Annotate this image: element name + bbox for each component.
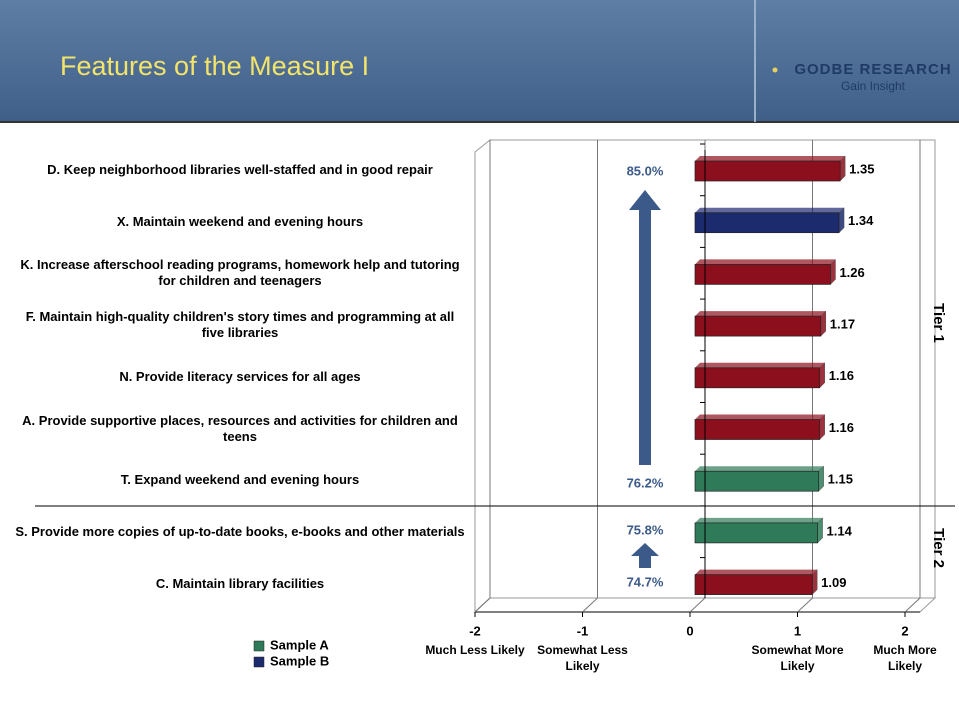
value-label: 1.14 xyxy=(827,523,853,538)
annotation: 74.7% xyxy=(627,574,664,589)
value-label: 1.34 xyxy=(848,213,874,228)
bar-top xyxy=(695,414,825,420)
category-label: S. Provide more copies of up-to-date boo… xyxy=(15,523,465,539)
bar xyxy=(694,470,819,492)
floor xyxy=(473,597,937,613)
bar-top xyxy=(695,517,823,523)
x-tick-description: Much Less Likely xyxy=(425,643,525,657)
category-label: F. Maintain high-quality children's stor… xyxy=(25,309,455,341)
bar-top xyxy=(695,207,845,213)
annotation: 85.0% xyxy=(627,163,664,178)
tier-label: Tier 1 xyxy=(930,303,947,343)
floor-grid-line xyxy=(797,597,813,613)
bar xyxy=(694,315,822,337)
tier-label: Tier 2 xyxy=(930,528,947,568)
category-label: A. Provide supportive places, resources … xyxy=(22,412,458,444)
bar-top xyxy=(695,569,818,575)
value-label: 1.35 xyxy=(849,161,874,176)
value-label: 1.17 xyxy=(830,317,855,332)
annotation: 75.8% xyxy=(627,522,664,537)
bar xyxy=(694,212,840,234)
category-label: X. Maintain weekend and evening hours xyxy=(116,213,364,229)
floor-grid-line xyxy=(582,597,598,613)
x-tick-description: Somewhat Less Likely xyxy=(537,643,628,673)
value-label: 1.16 xyxy=(829,368,854,383)
x-tick-label: 0 xyxy=(686,623,693,638)
bar-top xyxy=(695,156,846,161)
tagline: Gain Insight xyxy=(841,79,906,93)
x-tick-label: -1 xyxy=(577,623,589,638)
value-label: 1.26 xyxy=(839,265,864,280)
category-label: K. Increase afterschool reading programs… xyxy=(20,257,460,289)
value-label: 1.09 xyxy=(821,575,846,590)
bar xyxy=(694,574,813,595)
bar xyxy=(694,367,821,389)
header-band xyxy=(0,0,959,122)
x-tick-description: Somewhat More Likely xyxy=(751,643,844,673)
category-label: D. Keep neighborhood libraries well-staf… xyxy=(47,162,433,177)
bar xyxy=(694,264,831,285)
bar-top xyxy=(695,311,826,317)
x-tick-label: 2 xyxy=(901,623,908,638)
annotation: 76.2% xyxy=(627,475,664,490)
floor-grid-line xyxy=(689,597,706,613)
bar xyxy=(694,419,821,440)
floor-grid-line xyxy=(474,597,491,613)
legend-swatch xyxy=(253,640,265,652)
category-label: T. Expand weekend and evening hours xyxy=(120,472,360,488)
legend-swatch xyxy=(253,656,265,668)
arrow xyxy=(629,190,661,465)
arrow xyxy=(631,543,659,568)
category-label: N. Provide literacy services for all age… xyxy=(119,368,361,384)
value-label: 1.16 xyxy=(829,420,854,435)
category-label: C. Maintain library facilities xyxy=(155,575,325,591)
bar xyxy=(694,160,841,182)
bar-top xyxy=(695,259,836,265)
bar-top xyxy=(695,362,825,368)
legend-label: Sample B xyxy=(270,653,329,668)
x-tick-description: Much More Likely xyxy=(873,643,937,673)
logo-dot xyxy=(772,67,778,73)
legend-label: Sample A xyxy=(270,637,329,652)
x-tick-label: -2 xyxy=(469,623,481,638)
x-tick-label: 1 xyxy=(794,623,801,638)
slide-title: Features of the Measure I xyxy=(60,51,369,81)
side-wall xyxy=(474,138,491,614)
floor-grid-line xyxy=(904,597,921,613)
logo: GODBE RESEARCH xyxy=(794,61,951,78)
value-label: 1.15 xyxy=(828,472,853,487)
bar-top xyxy=(695,466,824,472)
bar xyxy=(694,522,818,544)
